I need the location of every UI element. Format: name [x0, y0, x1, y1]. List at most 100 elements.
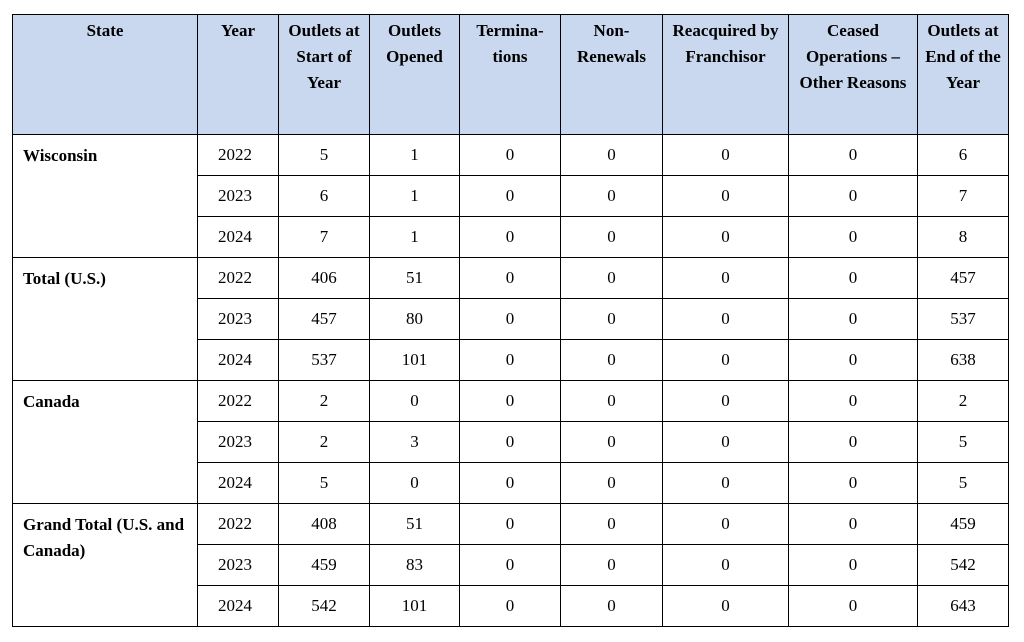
- non-renewals-cell: 0: [560, 503, 663, 545]
- outlets-start-cell: 408: [278, 503, 370, 545]
- outlet-table: State Year Outlets at Start of Year Outl…: [12, 14, 1009, 627]
- non-renewals-cell: 0: [560, 175, 663, 217]
- table-row: 2023 459 83 0 0 0 0 542: [13, 544, 1009, 586]
- table-row: 2023 457 80 0 0 0 0 537: [13, 298, 1009, 340]
- outlets-end-cell: 643: [917, 585, 1009, 627]
- col-header-terminations: Termina-tions: [459, 14, 561, 135]
- year-cell: 2024: [197, 585, 279, 627]
- non-renewals-cell: 0: [560, 544, 663, 586]
- non-renewals-cell: 0: [560, 298, 663, 340]
- year-cell: 2024: [197, 216, 279, 258]
- ceased-cell: 0: [788, 462, 918, 504]
- terminations-cell: 0: [459, 503, 561, 545]
- non-renewals-cell: 0: [560, 257, 663, 299]
- outlets-start-cell: 542: [278, 585, 370, 627]
- col-header-ceased: Ceased Operations – Other Reasons: [788, 14, 918, 135]
- terminations-cell: 0: [459, 421, 561, 463]
- table-row: 2024 542 101 0 0 0 0 643: [13, 585, 1009, 627]
- col-header-outlets-opened: Outlets Opened: [369, 14, 460, 135]
- terminations-cell: 0: [459, 544, 561, 586]
- table-row: Wisconsin 2022 5 1 0 0 0 0 6: [12, 134, 1009, 258]
- outlets-start-cell: 537: [278, 339, 370, 381]
- outlets-start-cell: 5: [278, 134, 370, 176]
- outlets-end-cell: 542: [917, 544, 1009, 586]
- outlets-start-cell: 457: [278, 298, 370, 340]
- outlets-start-cell: 2: [278, 380, 370, 422]
- outlets-opened-cell: 0: [369, 462, 460, 504]
- outlets-end-cell: 2: [917, 380, 1009, 422]
- outlets-opened-cell: 101: [369, 585, 460, 627]
- ceased-cell: 0: [788, 544, 918, 586]
- year-cell: 2024: [197, 462, 279, 504]
- terminations-cell: 0: [459, 380, 561, 422]
- reacquired-cell: 0: [662, 544, 789, 586]
- table-body: Wisconsin 2022 5 1 0 0 0 0 6 2023 6 1 0 0 0 0 7 2024 7 1 0 0 0…: [12, 134, 1009, 627]
- state-cell: Canada: [12, 380, 198, 504]
- outlets-end-cell: 537: [917, 298, 1009, 340]
- table-row: Canada 2022 2 0 0 0 0 0 2: [12, 380, 1009, 504]
- ceased-cell: 0: [788, 585, 918, 627]
- outlets-end-cell: 5: [917, 421, 1009, 463]
- table-row: 2023 6 1 0 0 0 0 7: [13, 175, 1009, 217]
- ceased-cell: 0: [788, 134, 918, 176]
- ceased-cell: 0: [788, 216, 918, 258]
- non-renewals-cell: 0: [560, 462, 663, 504]
- reacquired-cell: 0: [662, 462, 789, 504]
- year-cell: 2023: [197, 544, 279, 586]
- outlets-opened-cell: 101: [369, 339, 460, 381]
- outlets-start-cell: 7: [278, 216, 370, 258]
- reacquired-cell: 0: [662, 175, 789, 217]
- terminations-cell: 0: [459, 216, 561, 258]
- reacquired-cell: 0: [662, 216, 789, 258]
- reacquired-cell: 0: [662, 380, 789, 422]
- non-renewals-cell: 0: [560, 339, 663, 381]
- terminations-cell: 0: [459, 462, 561, 504]
- reacquired-cell: 0: [662, 134, 789, 176]
- reacquired-cell: 0: [662, 298, 789, 340]
- outlets-start-cell: 6: [278, 175, 370, 217]
- outlets-start-cell: 459: [278, 544, 370, 586]
- non-renewals-cell: 0: [560, 585, 663, 627]
- year-cell: 2024: [197, 339, 279, 381]
- terminations-cell: 0: [459, 339, 561, 381]
- col-header-outlets-end: Outlets at End of the Year: [917, 14, 1009, 135]
- terminations-cell: 0: [459, 298, 561, 340]
- outlets-end-cell: 5: [917, 462, 1009, 504]
- outlets-start-cell: 5: [278, 462, 370, 504]
- reacquired-cell: 0: [662, 585, 789, 627]
- year-cell: 2022: [197, 503, 279, 545]
- state-cell: Grand Total (U.S. and Canada): [12, 503, 198, 627]
- table-row: 2024 7 1 0 0 0 0 8: [13, 216, 1009, 258]
- outlets-opened-cell: 1: [369, 175, 460, 217]
- col-header-year: Year: [197, 14, 279, 135]
- year-cell: 2023: [197, 298, 279, 340]
- ceased-cell: 0: [788, 175, 918, 217]
- terminations-cell: 0: [459, 134, 561, 176]
- col-header-outlets-start: Outlets at Start of Year: [278, 14, 370, 135]
- reacquired-cell: 0: [662, 339, 789, 381]
- outlets-opened-cell: 51: [369, 503, 460, 545]
- state-cell: Wisconsin: [12, 134, 198, 258]
- outlets-start-cell: 2: [278, 421, 370, 463]
- non-renewals-cell: 0: [560, 380, 663, 422]
- col-header-state: State: [12, 14, 198, 135]
- outlets-end-cell: 7: [917, 175, 1009, 217]
- year-cell: 2022: [197, 257, 279, 299]
- non-renewals-cell: 0: [560, 421, 663, 463]
- outlets-opened-cell: 1: [369, 216, 460, 258]
- reacquired-cell: 0: [662, 257, 789, 299]
- outlets-opened-cell: 0: [369, 380, 460, 422]
- outlets-start-cell: 406: [278, 257, 370, 299]
- state-cell: Total (U.S.): [12, 257, 198, 381]
- outlets-end-cell: 457: [917, 257, 1009, 299]
- table-row: 2024 5 0 0 0 0 0 5: [13, 462, 1009, 504]
- outlets-end-cell: 459: [917, 503, 1009, 545]
- year-cell: 2023: [197, 175, 279, 217]
- year-cell: 2022: [197, 380, 279, 422]
- header-row: State Year Outlets at Start of Year Outl…: [12, 14, 1009, 135]
- outlets-opened-cell: 51: [369, 257, 460, 299]
- outlets-opened-cell: 1: [369, 134, 460, 176]
- terminations-cell: 0: [459, 175, 561, 217]
- terminations-cell: 0: [459, 257, 561, 299]
- reacquired-cell: 0: [662, 503, 789, 545]
